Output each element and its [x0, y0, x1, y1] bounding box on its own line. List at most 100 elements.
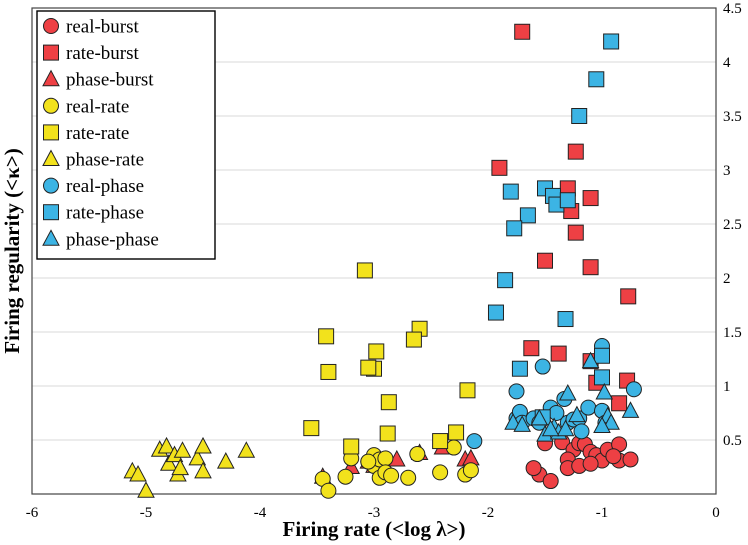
- rate-burst-point: [620, 288, 637, 305]
- phase-phase-point: [556, 419, 575, 437]
- legend-box: [36, 10, 216, 260]
- rate-burst-point: [611, 395, 628, 412]
- real-phase-point: [508, 383, 525, 400]
- real-rate-point: [400, 469, 417, 486]
- real-rate-point: [383, 467, 400, 484]
- real-phase-point: [625, 381, 642, 398]
- phase-phase-point: [558, 383, 577, 401]
- x-tick-label: 0: [712, 505, 720, 521]
- rate-phase-point: [559, 192, 576, 209]
- real-rate-point: [432, 464, 449, 481]
- rate-rate-point: [318, 328, 335, 345]
- rate-rate-point: [379, 425, 396, 442]
- rate-rate-point: [380, 394, 397, 411]
- legend-marker-real-rate: [43, 97, 59, 114]
- y-tick-label: 0.5: [723, 433, 742, 449]
- legend-label-real-rate: real-rate: [66, 96, 129, 117]
- x-axis-tick-labels: -6 -5 -4 -3 -2 -1 0: [26, 505, 720, 521]
- real-burst-point: [622, 451, 639, 468]
- phase-rate-point: [216, 452, 235, 469]
- legend-label-rate-burst: rate-burst: [66, 43, 140, 64]
- legend-marker-rate-rate: [43, 124, 59, 141]
- rate-burst-point: [537, 252, 553, 269]
- x-tick-label: -6: [26, 505, 39, 521]
- rate-burst-point: [567, 224, 584, 241]
- rate-phase-point: [603, 33, 620, 50]
- rate-rate-point: [320, 363, 337, 380]
- x-tick-label: -4: [254, 505, 267, 521]
- x-tick-label: -3: [368, 505, 381, 521]
- real-phase-point: [534, 358, 551, 375]
- phase-phase-point: [568, 405, 586, 423]
- rate-rate-point: [405, 331, 422, 348]
- real-rate-point: [409, 446, 426, 463]
- real-rate-point: [337, 468, 354, 485]
- legend: real-burst rate-burst phase-burst real-rate…: [36, 10, 216, 260]
- legend-marker-phase-burst: [42, 69, 60, 87]
- legend-label-real-phase: real-phase: [66, 176, 144, 197]
- x-tick-label: -1: [596, 505, 609, 521]
- phase-phase-point: [513, 415, 532, 432]
- phase-rate-point: [137, 481, 155, 498]
- rate-phase-point: [511, 360, 528, 377]
- rate-burst-point: [567, 143, 584, 160]
- rate-rate-point: [356, 262, 373, 279]
- phase-phase-point: [621, 401, 640, 418]
- x-axis-title: Firing rate (<log λ>): [283, 517, 466, 541]
- y-tick-label: 3: [723, 163, 731, 179]
- rate-phase-point: [519, 207, 536, 224]
- plot-area-frame: [31, 7, 717, 495]
- legend-label-phase-rate: phase-rate: [66, 150, 144, 171]
- real-rate-point: [445, 439, 462, 456]
- rate-phase-point: [594, 347, 610, 364]
- rate-phase-point: [502, 183, 519, 200]
- legend-marker-rate-phase: [43, 204, 59, 221]
- rate-phase-point: [506, 220, 523, 237]
- phase-rate-point: [157, 436, 176, 454]
- real-rate-point: [462, 462, 479, 479]
- real-rate-point: [377, 450, 394, 467]
- real-phase-point: [573, 423, 590, 440]
- x-tick-label: -2: [482, 505, 495, 521]
- rate-rate-point: [459, 382, 476, 399]
- y-tick-label: 4: [723, 55, 731, 71]
- real-rate-point: [320, 482, 337, 499]
- phase-rate-point: [194, 461, 212, 479]
- rate-burst-point: [550, 345, 567, 362]
- legend-marker-real-burst: [43, 18, 59, 34]
- real-burst-point: [542, 473, 559, 490]
- rate-phase-point: [487, 304, 504, 321]
- y-tick-label: 4.5: [723, 1, 742, 17]
- phase-phase-point: [530, 408, 549, 426]
- rate-burst-point: [523, 340, 540, 357]
- rate-phase-point: [571, 108, 588, 124]
- phase-rate-point: [171, 458, 190, 476]
- y-tick-label: 1.5: [723, 325, 742, 341]
- phase-phase-point: [593, 416, 611, 433]
- rate-rate-point: [360, 359, 377, 376]
- y-axis-title: Firing regularity (<κ>): [0, 148, 24, 354]
- y-tick-label: 2.5: [723, 217, 742, 233]
- rate-phase-point: [557, 311, 574, 328]
- phase-phase-point: [602, 413, 620, 430]
- rate-phase-point: [497, 272, 514, 289]
- rate-rate-point: [432, 433, 449, 450]
- legend-marker-phase-phase: [42, 229, 60, 246]
- x-tick-label: -5: [140, 505, 153, 521]
- phase-rate-point: [188, 448, 207, 466]
- phase-rate-point: [237, 441, 256, 458]
- rate-phase-point: [594, 369, 610, 386]
- phase-phase-point: [581, 351, 600, 369]
- phase-phase-point: [595, 382, 614, 400]
- real-burst-point: [525, 460, 542, 477]
- phase-rate-point: [159, 454, 178, 471]
- data-points: [123, 23, 642, 499]
- rate-rate-point: [303, 420, 320, 437]
- real-rate-point: [360, 453, 377, 470]
- real-burst-point: [582, 455, 599, 472]
- real-phase-point: [466, 433, 483, 450]
- legend-marker-phase-rate: [42, 149, 60, 166]
- rate-phase-point: [588, 71, 605, 88]
- y-tick-label: 3.5: [723, 109, 742, 125]
